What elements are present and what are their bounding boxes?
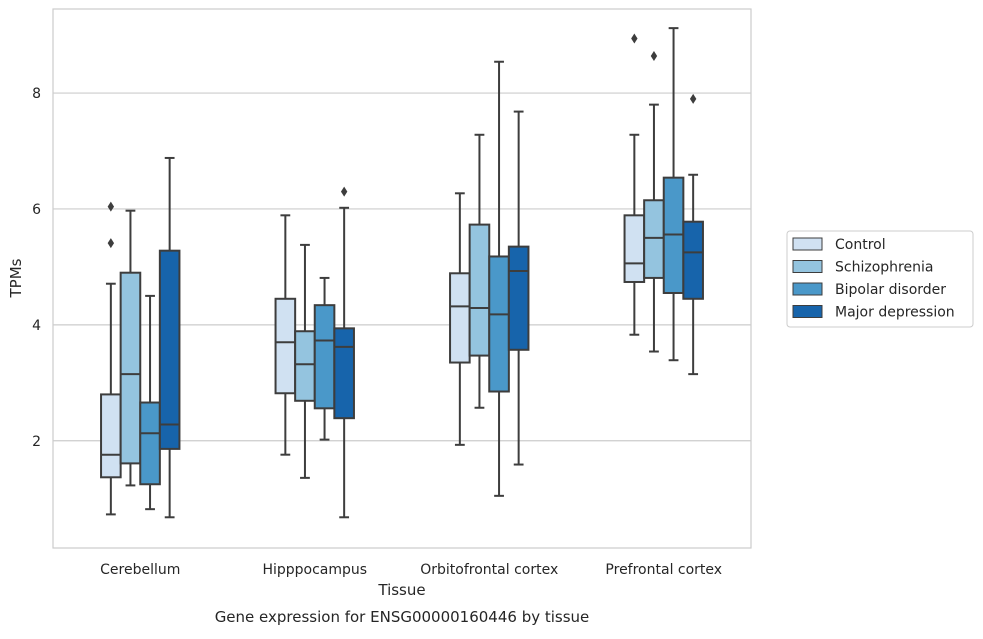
chart-caption: Gene expression for ENSG00000160446 by t… [215,608,590,626]
legend-frame [786,230,974,328]
box-group [468,133,491,409]
box-group [643,50,665,353]
box-group [119,209,142,487]
iqr-box [100,393,122,479]
legend-swatch [792,260,823,273]
box-group [158,156,181,519]
box-layer [100,27,704,519]
iqr-box [449,272,471,364]
iqr-box [643,199,665,279]
box-group [274,214,297,456]
box-group [294,243,316,479]
x-tick-label: Prefrontal cortex [605,562,722,578]
x-tick-labels: Cerebellum Hipppocampus Orbitofrontal cort… [100,562,722,578]
outlier-point [107,238,115,249]
iqr-box [274,297,297,395]
iqr-box [119,271,142,465]
y-axis-label: TPMs [7,258,25,298]
legend-swatch [792,282,823,296]
iqr-box [333,327,355,420]
box-group [100,201,122,516]
plot-frame [52,8,752,549]
legend-swatch [792,237,823,251]
outlier-point [340,186,348,197]
x-tick-label: Hipppocampus [262,562,367,578]
legend-label: Schizophrenia [835,260,933,276]
x-tick-label: Cerebellum [100,562,180,578]
iqr-box [468,223,491,357]
y-tick-label: 8 [32,86,41,102]
iqr-box [158,249,181,450]
x-tick-label: Orbitofrontal cortex [420,562,558,578]
iqr-box [507,245,530,351]
box-group [623,33,646,336]
box-group [662,27,685,362]
y-tick-label: 2 [32,434,41,450]
legend-items: Control Schizophrenia Bipolar disorder Majo… [792,237,955,321]
box-group [139,294,161,511]
outlier-point [107,201,115,212]
y-tick-label: 4 [32,318,41,334]
legend-swatch [792,305,823,318]
legend-label: Major depression [835,305,955,321]
box-group [682,93,704,376]
legend: Control Schizophrenia Bipolar disorder Majo… [786,230,974,328]
y-tick-label: 6 [32,202,41,218]
x-axis-label: Tissue [377,581,425,599]
iqr-box [139,401,161,486]
iqr-box [488,255,510,393]
legend-label: Bipolar disorder [835,282,946,298]
outlier-point [631,33,638,44]
outlier-point [650,50,658,61]
box-group [507,110,530,466]
iqr-box [313,304,336,410]
iqr-box [682,220,704,300]
outlier-point [689,93,697,104]
box-group [488,60,510,497]
y-tick-labels: 2 4 6 8 [32,86,41,450]
box-group [333,186,355,519]
box-group [313,276,336,441]
legend-label: Control [835,237,886,253]
iqr-box [294,330,316,402]
box-group [449,192,471,446]
iqr-box [623,214,646,283]
